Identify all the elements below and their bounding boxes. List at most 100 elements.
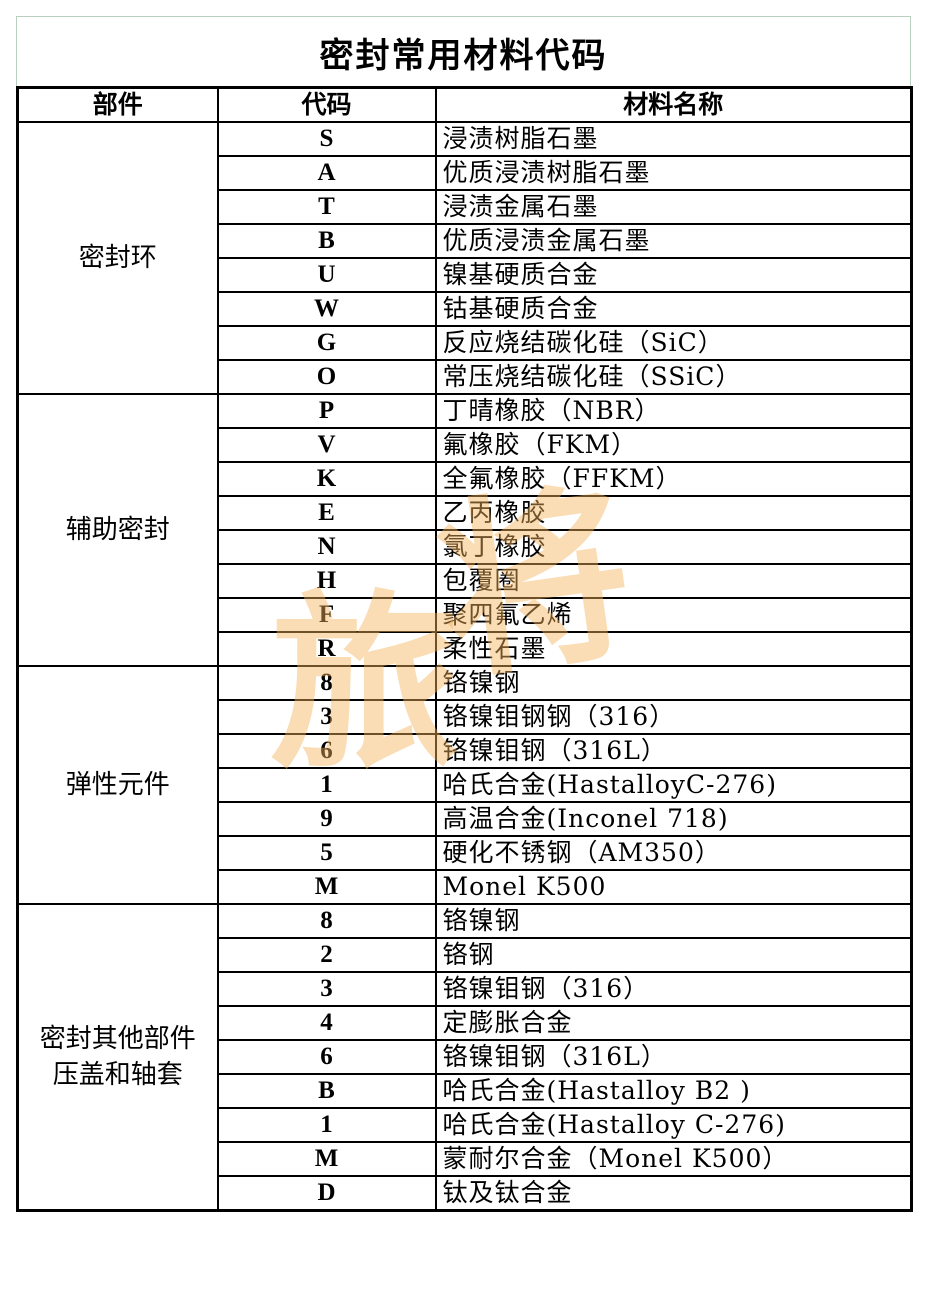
code-cell: W xyxy=(216,291,437,327)
table-row: 6 铬镍钼钢（316L） xyxy=(18,1039,913,1075)
code-cell: 1 xyxy=(216,767,437,803)
table-row: K 全氟橡胶（FFKM） xyxy=(18,461,913,497)
material-name-cell: 硬化不锈钢（AM350） xyxy=(434,835,913,871)
material-name-cell: 钛及钛合金 xyxy=(434,1175,913,1212)
material-name-cell: 铬钢 xyxy=(434,937,913,973)
material-name-cell: 铬镍钼钢（316） xyxy=(434,971,913,1007)
code-cell: 6 xyxy=(216,1039,437,1075)
code-cell: R xyxy=(216,631,437,667)
material-name-cell: 定膨胀合金 xyxy=(434,1005,913,1041)
material-code-table: 部件 代码 材料名称 密封环 S 浸渍树脂石墨 A 优质浸渍树脂石墨 T 浸渍金属石墨 B 优质… xyxy=(16,86,913,1212)
table-row: D 钛及钛合金 xyxy=(18,1175,913,1212)
code-cell: 5 xyxy=(216,835,437,871)
material-name-cell: 哈氏合金(Hastalloy B2 ) xyxy=(434,1073,913,1109)
table-row: H 包覆圈 xyxy=(18,563,913,599)
material-name-cell: 铬镍钼钢（316L） xyxy=(434,733,913,769)
code-cell: 3 xyxy=(216,971,437,1007)
code-cell: 3 xyxy=(216,699,437,735)
material-name-cell: 氯丁橡胶 xyxy=(434,529,913,565)
part-cell: 辅助密封 xyxy=(16,393,219,667)
material-name-cell: 优质浸渍树脂石墨 xyxy=(434,155,913,191)
code-cell: 9 xyxy=(216,801,437,837)
material-name-cell: 优质浸渍金属石墨 xyxy=(434,223,913,259)
material-name-cell: 铬镍钢 xyxy=(434,903,913,939)
code-cell: 2 xyxy=(216,937,437,973)
part-label-line: 压盖和轴套 xyxy=(52,1060,183,1090)
material-name-cell: 镍基硬质合金 xyxy=(434,257,913,293)
code-cell: 1 xyxy=(216,1107,437,1143)
table-row: A 优质浸渍树脂石墨 xyxy=(18,155,913,191)
code-cell: 6 xyxy=(216,733,437,769)
code-cell: H xyxy=(216,563,437,599)
part-cell: 密封其他部件 压盖和轴套 xyxy=(16,903,219,1212)
table-row: 2 铬钢 xyxy=(18,937,913,973)
table-row: N 氯丁橡胶 xyxy=(18,529,913,565)
code-cell: E xyxy=(216,495,437,531)
code-cell: B xyxy=(216,223,437,259)
material-name-cell: 反应烧结碳化硅（SiC） xyxy=(434,325,913,361)
material-name-cell: 全氟橡胶（FFKM） xyxy=(434,461,913,497)
table-row: T 浸渍金属石墨 xyxy=(18,189,913,225)
code-cell: M xyxy=(216,869,437,905)
table-row: B 哈氏合金(Hastalloy B2 ) xyxy=(18,1073,913,1109)
code-cell: B xyxy=(216,1073,437,1109)
code-cell: K xyxy=(216,461,437,497)
code-cell: G xyxy=(216,325,437,361)
table-row: E 乙丙橡胶 xyxy=(18,495,913,531)
table-row: 6 铬镍钼钢（316L） xyxy=(18,733,913,769)
table-row: U 镍基硬质合金 xyxy=(18,257,913,293)
table-row: V 氟橡胶（FKM） xyxy=(18,427,913,463)
part-label-line: 密封其他部件 xyxy=(39,1024,196,1054)
table-row: 9 高温合金(Inconel 718) xyxy=(18,801,913,837)
table-row: 5 硬化不锈钢（AM350） xyxy=(18,835,913,871)
code-cell: T xyxy=(216,189,437,225)
header-part: 部件 xyxy=(16,86,219,123)
material-name-cell: 聚四氟乙烯 xyxy=(434,597,913,633)
material-name-cell: 铬镍钼钢钢（316） xyxy=(434,699,913,735)
code-cell: 4 xyxy=(216,1005,437,1041)
code-cell: 8 xyxy=(216,903,437,939)
table-row: 1 哈氏合金(Hastalloy C-276) xyxy=(18,1107,913,1143)
table-row: 弹性元件 8 铬镍钢 xyxy=(16,665,913,905)
material-name-cell: 乙丙橡胶 xyxy=(434,495,913,531)
material-name-cell: 包覆圈 xyxy=(434,563,913,599)
material-name-cell: 氟橡胶（FKM） xyxy=(434,427,913,463)
code-cell: D xyxy=(216,1175,437,1212)
table-row: M 蒙耐尔合金（Monel K500） xyxy=(18,1141,913,1177)
page-title: 密封常用材料代码 xyxy=(319,35,608,76)
material-name-cell: 哈氏合金(Hastalloy C-276) xyxy=(434,1107,913,1143)
code-cell: P xyxy=(216,393,437,429)
part-cell: 弹性元件 xyxy=(16,665,219,905)
code-cell: S xyxy=(216,121,437,157)
table-row: 密封其他部件 压盖和轴套 8 铬镍钢 xyxy=(16,903,913,1212)
part-cell: 密封环 xyxy=(16,121,219,395)
table-row: 4 定膨胀合金 xyxy=(18,1005,913,1041)
table-row: W 钴基硬质合金 xyxy=(18,291,913,327)
code-cell: U xyxy=(216,257,437,293)
material-name-cell: 柔性石墨 xyxy=(434,631,913,667)
table-row: F 聚四氟乙烯 xyxy=(18,597,913,633)
code-cell: V xyxy=(216,427,437,463)
table-row: B 优质浸渍金属石墨 xyxy=(18,223,913,259)
title-row: 密封常用材料代码 xyxy=(16,16,911,87)
header-row: 部件 代码 材料名称 xyxy=(16,86,913,123)
material-name-cell: 铬镍钢 xyxy=(434,665,913,701)
material-name-cell: 高温合金(Inconel 718) xyxy=(434,801,913,837)
code-cell: M xyxy=(216,1141,437,1177)
code-cell: A xyxy=(216,155,437,191)
material-name-cell: 铬镍钼钢（316L） xyxy=(434,1039,913,1075)
table-row: M Monel K500 xyxy=(18,869,913,905)
code-cell: O xyxy=(216,359,437,395)
table-row: 辅助密封 P 丁晴橡胶（NBR） xyxy=(16,393,913,667)
material-name-cell: 蒙耐尔合金（Monel K500） xyxy=(434,1141,913,1177)
header-code: 代码 xyxy=(216,86,437,123)
table-row: 1 哈氏合金(HastalloyC-276) xyxy=(18,767,913,803)
material-name-cell: 哈氏合金(HastalloyC-276) xyxy=(434,767,913,803)
material-name-cell: 丁晴橡胶（NBR） xyxy=(434,393,913,429)
material-name-cell: 浸渍金属石墨 xyxy=(434,189,913,225)
code-cell: 8 xyxy=(216,665,437,701)
table-row: 3 铬镍钼钢钢（316） xyxy=(18,699,913,735)
material-name-cell: 浸渍树脂石墨 xyxy=(434,121,913,157)
material-name-cell: Monel K500 xyxy=(434,869,913,905)
header-name: 材料名称 xyxy=(434,86,913,123)
